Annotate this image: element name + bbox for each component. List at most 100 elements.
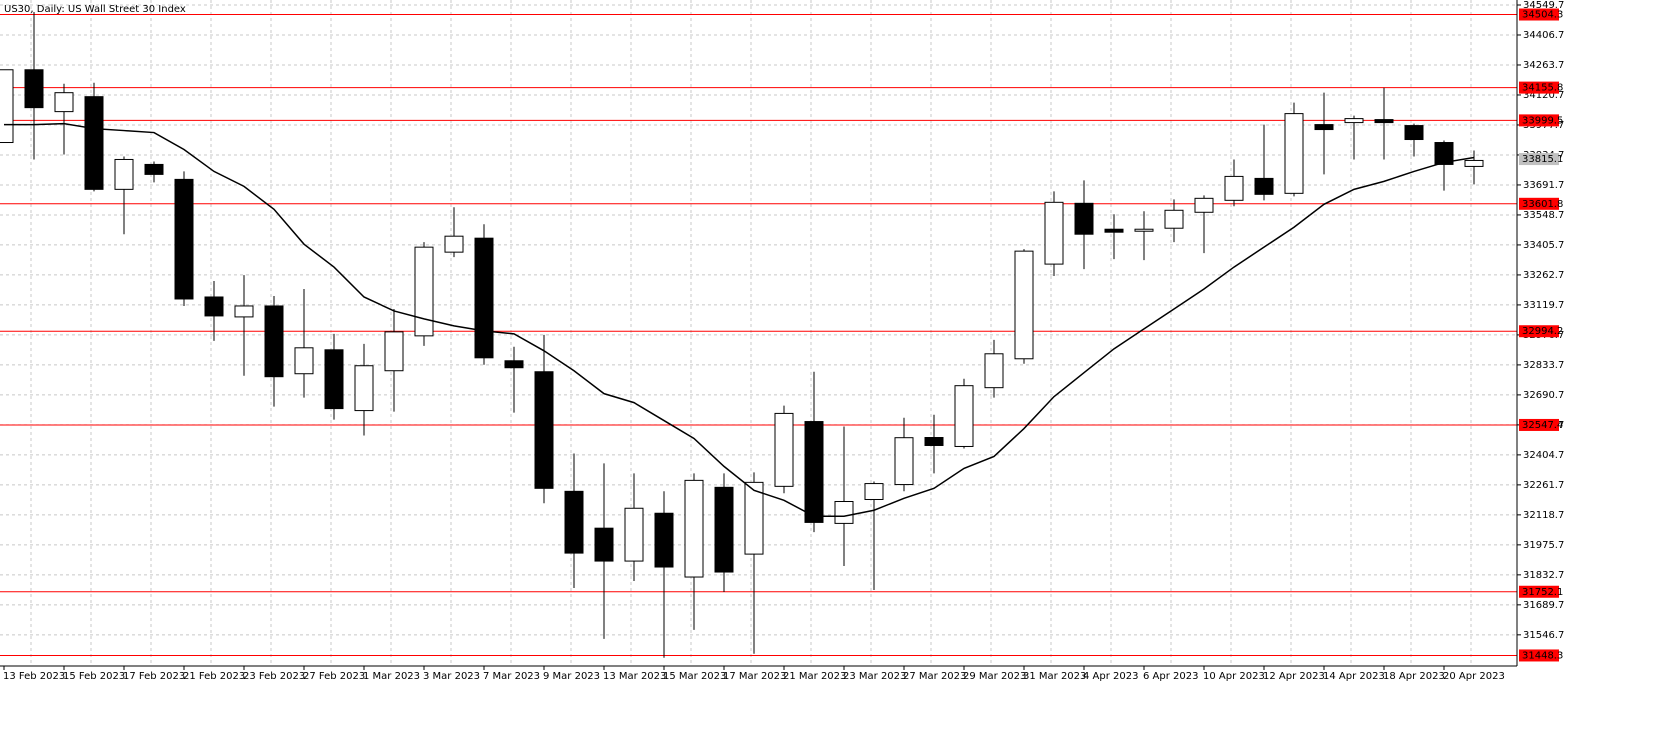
candle-bear [714, 486, 734, 573]
x-tick-label: 18 Apr 2023 [1383, 671, 1445, 682]
x-tick-label: 17 Mar 2023 [723, 671, 786, 682]
level-label: 34504.3 [1522, 10, 1563, 21]
x-tick-label: 6 Apr 2023 [1143, 671, 1198, 682]
level-label-bg [1519, 325, 1559, 338]
candle-bear [84, 96, 104, 190]
candle-bull [1164, 209, 1184, 229]
candle-bear [924, 437, 944, 446]
x-tick-label: 15 Feb 2023 [63, 671, 125, 682]
level-label: 34155.8 [1522, 83, 1563, 94]
candle-bear [504, 360, 524, 369]
current-price-bg [1519, 153, 1559, 166]
x-tick-label: 4 Apr 2023 [1083, 671, 1138, 682]
x-tick-label: 14 Apr 2023 [1323, 671, 1385, 682]
current-price-label: 33815.1 [1522, 154, 1563, 165]
candle-bull [1194, 197, 1214, 213]
candle-bull [954, 385, 974, 447]
chart-title: US30, Daily: US Wall Street 30 Index [4, 4, 186, 15]
candle-bear [204, 296, 224, 317]
x-tick-label: 12 Apr 2023 [1263, 671, 1325, 682]
candle-bull [294, 347, 314, 375]
y-tick-label: 31975.7 [1523, 540, 1564, 551]
x-tick-label: 23 Mar 2023 [843, 671, 906, 682]
candle-bull [984, 353, 1004, 389]
y-tick-label: 34406.7 [1523, 30, 1564, 41]
level-label-bg [1519, 8, 1559, 21]
y-tick-label: 33119.7 [1523, 300, 1564, 311]
candle-bear [324, 349, 344, 410]
y-tick-label: 33548.7 [1523, 210, 1564, 221]
level-label-bg [1519, 197, 1559, 210]
x-tick-label: 3 Mar 2023 [423, 671, 480, 682]
y-tick-label: 32690.7 [1523, 390, 1564, 401]
y-tick-label: 33262.7 [1523, 270, 1564, 281]
candle-bear [1404, 125, 1424, 141]
candle-bull [0, 69, 14, 144]
candle-bull [774, 412, 794, 487]
level-label-bg [1519, 585, 1559, 598]
x-tick-label: 27 Mar 2023 [903, 671, 966, 682]
level-label: 32547.4 [1522, 420, 1563, 431]
candle-bear [1254, 177, 1274, 195]
candle-bull [744, 481, 764, 555]
level-label: 33601.8 [1522, 199, 1563, 210]
candle-bull [624, 507, 644, 562]
x-tick-label: 10 Apr 2023 [1203, 671, 1265, 682]
candle-bear [594, 527, 614, 562]
candle-bull [234, 305, 254, 318]
x-tick-label: 21 Feb 2023 [183, 671, 245, 682]
x-tick-label: 29 Mar 2023 [963, 671, 1026, 682]
candle-bull [1464, 159, 1484, 167]
x-tick-label: 13 Feb 2023 [3, 671, 65, 682]
candle-bull [1134, 228, 1154, 232]
y-tick-label: 32833.7 [1523, 360, 1564, 371]
candle-bear [264, 305, 284, 378]
x-tick-label: 21 Mar 2023 [783, 671, 846, 682]
y-tick-label: 32118.7 [1523, 510, 1564, 521]
y-tick-label: 32404.7 [1523, 450, 1564, 461]
x-tick-label: 17 Feb 2023 [123, 671, 185, 682]
candle-bull [414, 246, 434, 337]
candle-bull [384, 331, 404, 372]
candle-bull [354, 365, 374, 412]
candle-bear [174, 178, 194, 300]
x-tick-label: 1 Mar 2023 [363, 671, 420, 682]
x-tick-label: 27 Feb 2023 [303, 671, 365, 682]
candle-bull [684, 479, 704, 578]
y-tick-label: 32261.7 [1523, 480, 1564, 491]
level-label-bg [1519, 81, 1559, 94]
candle-bear [654, 512, 674, 568]
candle-bull [114, 158, 134, 190]
candle-bull [1224, 175, 1244, 201]
candle-bull [1344, 118, 1364, 124]
moving-average [4, 122, 1475, 517]
x-tick-label: 9 Mar 2023 [543, 671, 600, 682]
candle-bull [894, 437, 914, 486]
candle-bull [1044, 201, 1064, 265]
candle-bear [534, 371, 554, 489]
candle-bull [834, 501, 854, 524]
x-tick-label: 13 Mar 2023 [603, 671, 666, 682]
candle-bear [1434, 142, 1454, 165]
level-label: 32994.2 [1522, 326, 1563, 337]
x-tick-label: 15 Mar 2023 [663, 671, 726, 682]
y-tick-label: 31689.7 [1523, 600, 1564, 611]
level-label: 33999.5 [1522, 115, 1563, 126]
candle-bull [54, 92, 74, 113]
candle-bear [1104, 228, 1124, 233]
x-tick-label: 31 Mar 2023 [1023, 671, 1086, 682]
y-tick-label: 33691.7 [1523, 180, 1564, 191]
level-label: 31752.1 [1522, 587, 1563, 598]
plot-area [0, 11, 1517, 658]
candle-bull [1014, 250, 1034, 360]
candle-bear [1374, 119, 1394, 124]
candle-bull [864, 483, 884, 500]
candle-bull [444, 235, 464, 253]
level-label-bg [1519, 114, 1559, 127]
candle-bear [144, 163, 164, 175]
candle-bear [564, 490, 584, 554]
x-tick-label: 20 Apr 2023 [1443, 671, 1505, 682]
x-tick-label: 23 Feb 2023 [243, 671, 305, 682]
